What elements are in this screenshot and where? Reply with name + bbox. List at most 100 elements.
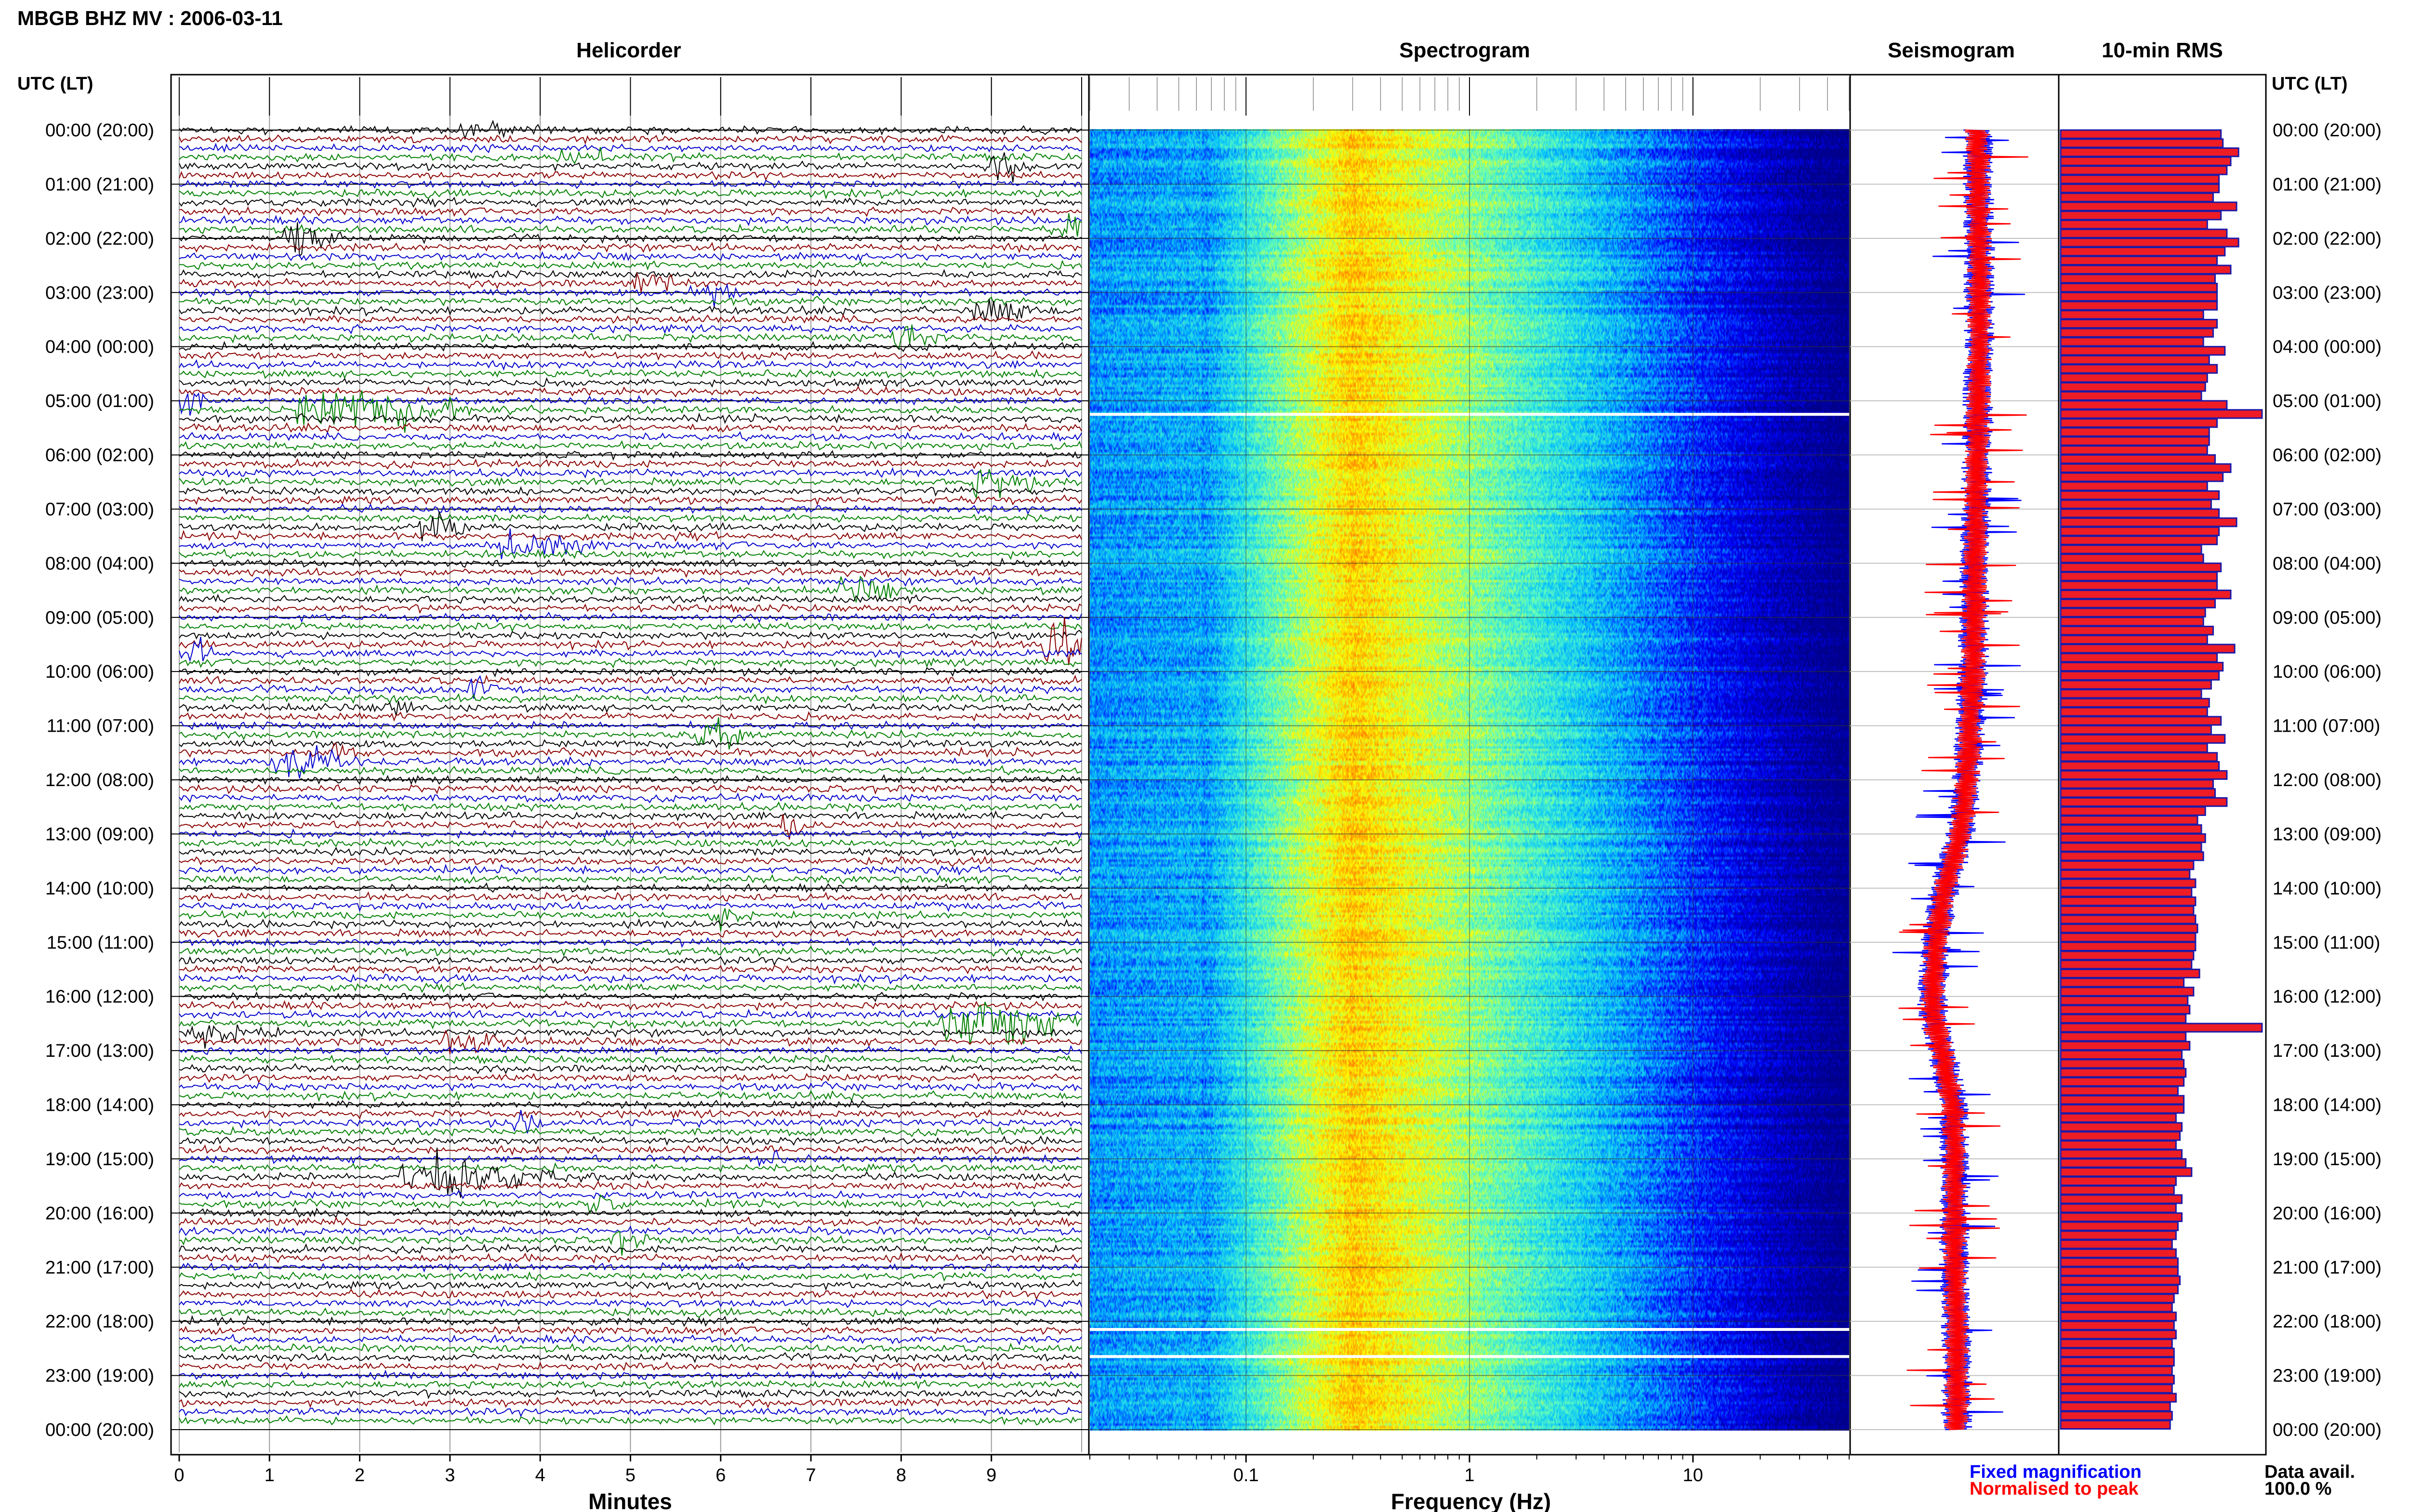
rms-bar-98 (2060, 1013, 2187, 1024)
time-label-left-24: 00:00 (20:00) (45, 1420, 154, 1440)
rms-bar-128 (2060, 1284, 2179, 1294)
helicorder-trace-row-5 (179, 170, 1082, 181)
rms-bar-113 (2060, 1149, 2183, 1159)
helicorder-trace-row-45 (179, 529, 1082, 542)
rms-bar-7 (2060, 192, 2214, 202)
rms-bar-75 (2060, 806, 2206, 816)
time-label-left-21: 21:00 (17:00) (45, 1258, 154, 1278)
rms-bar-104 (2060, 1068, 2187, 1078)
helicorder-trace-row-113 (179, 1144, 1082, 1156)
time-label-left-19: 19:00 (15:00) (45, 1149, 154, 1170)
helicorder-trace-row-93 (179, 964, 1082, 974)
rms-bar-122 (2060, 1230, 2177, 1240)
helicorder-trace-row-73 (179, 784, 1082, 795)
rms-bar-22 (2060, 328, 2214, 338)
time-label-right-10: 10:00 (06:00) (2273, 662, 2382, 682)
rms-bar-143 (2060, 1420, 2171, 1430)
helicorder-trace-row-3 (179, 147, 1082, 164)
helicorder-trace-row-69 (179, 742, 1082, 761)
helicorder-trace-row-72 (179, 774, 1082, 786)
rms-bar-124 (2060, 1248, 2177, 1259)
rms-bar-63 (2060, 697, 2210, 708)
rms-bar-66 (2060, 725, 2212, 735)
rms-bar-9 (2060, 210, 2222, 221)
rms-bar-15 (2060, 264, 2232, 275)
helicorder-trace-row-13 (179, 242, 1082, 253)
rms-bar-79 (2060, 842, 2202, 852)
time-label-left-3: 03:00 (23:00) (45, 283, 154, 303)
rms-bar-121 (2060, 1221, 2179, 1231)
rms-bar-47 (2060, 553, 2204, 564)
helicorder-trace-row-71 (179, 765, 1082, 776)
rms-bar-99 (2060, 1023, 2263, 1033)
rms-bar-86 (2060, 905, 2195, 916)
rms-bar-115 (2060, 1167, 2193, 1177)
rms-bar-16 (2060, 274, 2216, 284)
rms-bar-101 (2060, 1040, 2191, 1051)
rms-bar-6 (2060, 183, 2220, 194)
helicorder-trace-row-70 (179, 745, 1082, 779)
time-label-right-18: 18:00 (14:00) (2273, 1095, 2382, 1116)
rms-bar-134 (2060, 1339, 2173, 1349)
rms-bar-126 (2060, 1266, 2179, 1276)
time-label-left-22: 22:00 (18:00) (45, 1312, 154, 1332)
minutes-tick-label-2: 2 (355, 1465, 365, 1486)
helicorder-trace-row-138 (179, 1369, 1082, 1381)
helicorder-trace-row-82 (179, 864, 1082, 876)
helicorder-trace-row-61 (179, 674, 1082, 686)
helicorder-trace-row-26 (179, 359, 1082, 371)
helicorder-trace-row-110 (179, 1110, 1082, 1134)
helicorder-trace-row-88 (179, 918, 1082, 930)
rms-bar-119 (2060, 1203, 2177, 1213)
utc-label-right: UTC (LT) (2272, 74, 2348, 94)
minutes-tick-label-1: 1 (265, 1465, 275, 1486)
rms-bar-35 (2060, 445, 2208, 455)
helicorder-trace-row-139 (179, 1379, 1082, 1390)
rms-bar-41 (2060, 499, 2212, 509)
helicorder-trace-row-57 (179, 617, 1082, 665)
time-label-right-3: 03:00 (23:00) (2273, 283, 2382, 303)
helicorder-trace-row-142 (179, 1407, 1082, 1418)
rms-bar-118 (2060, 1194, 2183, 1204)
helicorder-trace-row-39 (179, 469, 1082, 500)
helicorder-trace-row-11 (179, 213, 1082, 238)
helicorder-trace-row-124 (179, 1243, 1082, 1255)
time-label-left-20: 20:00 (16:00) (45, 1203, 154, 1223)
helicorder-trace-row-130 (179, 1298, 1082, 1308)
time-labels-left: 00:00 (20:00) 01:00 (21:00) 02:00 (22:00) 0… (45, 120, 154, 1440)
helicorder-trace-row-141 (179, 1396, 1082, 1408)
time-label-right-14: 14:00 (10:00) (2273, 879, 2382, 899)
rms-bar-34 (2060, 436, 2210, 446)
helicorder-trace-row-37 (179, 458, 1082, 470)
rms-bar-102 (2060, 1050, 2183, 1060)
rms-bar-61 (2060, 680, 2212, 690)
helicorder-trace-row-60 (179, 667, 1082, 678)
rms-bar-13 (2060, 247, 2226, 257)
rms-bar-27 (2060, 373, 2208, 383)
helicorder-trace-row-33 (179, 422, 1082, 434)
spectrogram-grid (1090, 129, 1849, 1430)
helicorder-trace-row-98 (179, 1009, 1082, 1020)
rms-bar-48 (2060, 562, 2222, 573)
rms-bar-4 (2060, 165, 2228, 175)
time-label-left-18: 18:00 (14:00) (45, 1095, 154, 1116)
helicorder-trace-row-58 (179, 636, 1082, 662)
rms-bar-49 (2060, 571, 2218, 581)
rms-bar-5 (2060, 174, 2220, 184)
helicorder-trace-row-49 (179, 566, 1082, 579)
helicorder-trace-row-120 (179, 1207, 1082, 1219)
spectrogram-x-label: Frequency (Hz) (1391, 1489, 1551, 1512)
rms-bar-76 (2060, 815, 2198, 825)
rms-bar-105 (2060, 1077, 2185, 1087)
helicorder-trace-row-101 (179, 1029, 1082, 1054)
time-label-left-7: 07:00 (03:00) (45, 500, 154, 520)
helicorder-trace-row-19 (179, 296, 1082, 307)
time-label-left-14: 14:00 (10:00) (45, 879, 154, 899)
helicorder-trace-row-30 (179, 392, 1082, 416)
time-label-right-5: 05:00 (01:00) (2273, 391, 2382, 411)
helicorder-trace-row-66 (179, 720, 1082, 732)
spectrogram-x-axis: 0.1 1 10 (1089, 77, 1850, 1486)
rms-bar-85 (2060, 896, 2197, 907)
rms-bar-91 (2060, 950, 2195, 960)
rms-bar-40 (2060, 490, 2220, 500)
